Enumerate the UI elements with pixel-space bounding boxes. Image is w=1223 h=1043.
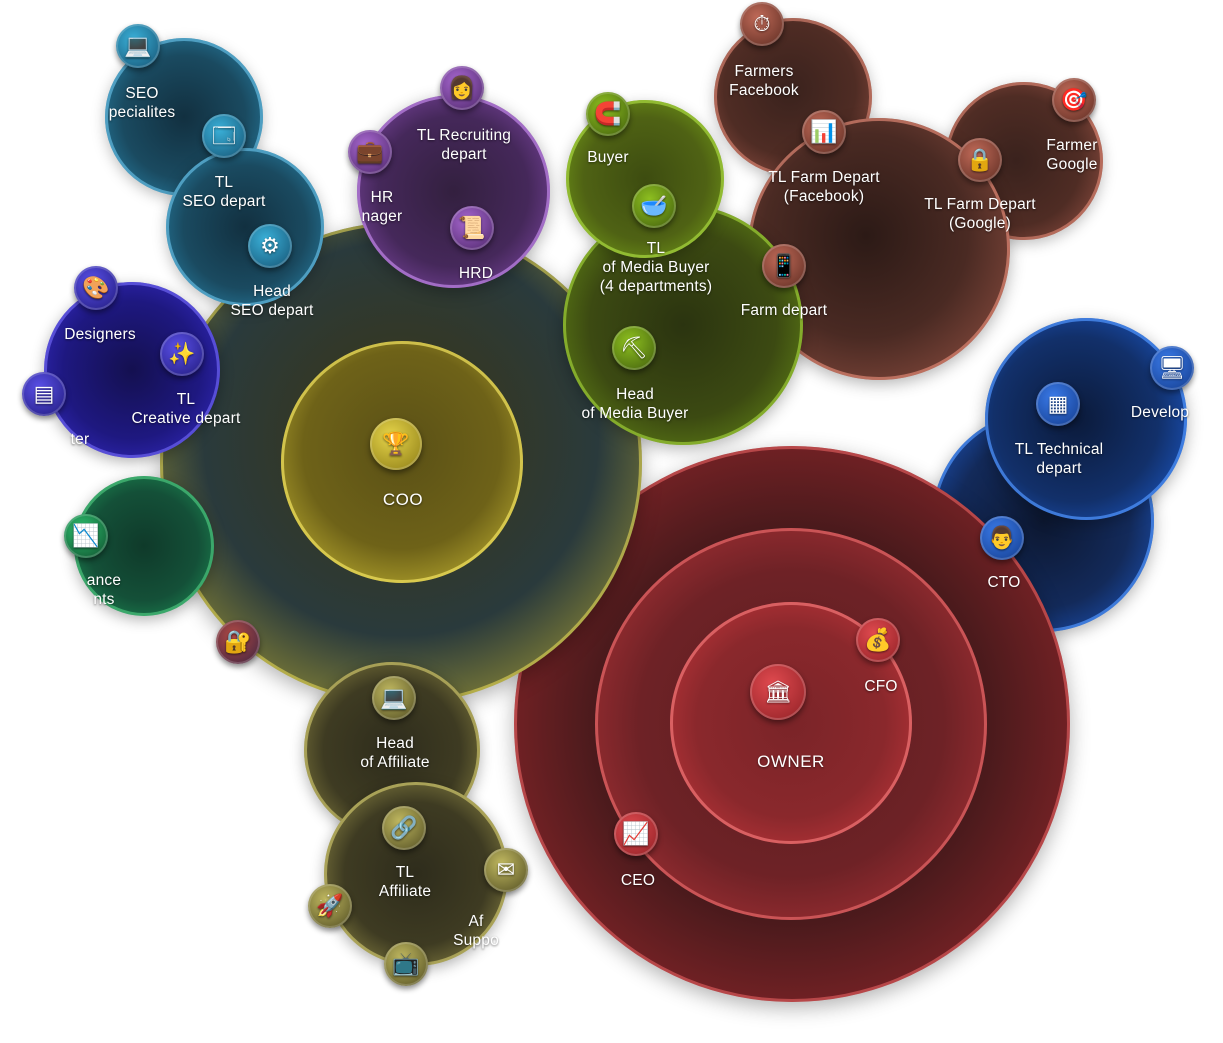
- layout-window-icon[interactable]: ▤: [22, 372, 66, 416]
- code-monitor-icon[interactable]: 💻: [116, 24, 160, 68]
- engineer-icon[interactable]: 👨: [980, 516, 1024, 560]
- video-monitor-icon[interactable]: 📺: [384, 942, 428, 986]
- monitor-code-icon[interactable]: 🖥: [1150, 346, 1194, 390]
- tl-technical-label: TL Technical depart: [1014, 441, 1104, 477]
- ceo-label: CEO: [620, 872, 656, 889]
- recruiter-icon[interactable]: 👩: [440, 66, 484, 110]
- finance-label: ance nts: [86, 572, 122, 608]
- coin-hand-icon[interactable]: 💰: [856, 618, 900, 662]
- coin-lock-icon[interactable]: 🔒: [958, 138, 1002, 182]
- farm-depart-label: Farm depart: [740, 302, 828, 319]
- hr-bubble: [357, 95, 550, 288]
- tl-farm-facebook-label: TL Farm Depart (Facebook): [768, 169, 880, 205]
- tl-affiliate-label: TL Affiliate: [378, 864, 432, 900]
- tl-recruiting-label: TL Recruiting depart: [416, 127, 512, 163]
- creative-cut-label: ter: [70, 431, 90, 448]
- design-laptop-icon[interactable]: 🎨: [74, 266, 118, 310]
- growth-chart-icon[interactable]: 📈: [614, 812, 658, 856]
- affiliate-support-label: Af Suppo: [453, 913, 499, 949]
- coin-bowl-icon[interactable]: 🥣: [632, 184, 676, 228]
- tl-media-buyer-label: TL of Media Buyer (4 departments): [599, 240, 713, 295]
- network-icon[interactable]: 🔗: [382, 806, 426, 850]
- pickaxe-icon[interactable]: ⛏: [612, 326, 656, 370]
- briefcase-icon[interactable]: 💼: [348, 130, 392, 174]
- owner-label: OWNER: [757, 752, 825, 771]
- tl-farm-google-label: TL Farm Depart (Google): [924, 196, 1036, 232]
- hrd-label: HRD: [458, 265, 494, 282]
- farmers-facebook-label: Farmers Facebook: [729, 63, 799, 99]
- seo-gear-icon[interactable]: ⚙: [248, 224, 292, 268]
- magic-wand-icon[interactable]: ✨: [160, 332, 204, 376]
- rocket-icon[interactable]: 🚀: [308, 884, 352, 928]
- hr-manager-label: HR nager: [361, 189, 403, 225]
- head-media-buyer-label: Head of Media Buyer: [581, 386, 689, 422]
- trophy-icon[interactable]: 🏆: [370, 418, 422, 470]
- head-affiliate-label: Head of Affiliate: [360, 735, 430, 771]
- server-code-icon[interactable]: ▦: [1036, 382, 1080, 426]
- tl-technical-bubble: [985, 318, 1187, 520]
- tl-creative-label: TL Creative depart: [131, 391, 241, 427]
- mail-icon[interactable]: ✉: [484, 848, 528, 892]
- padlock-icon[interactable]: 🔐: [216, 620, 260, 664]
- target-icon[interactable]: 🎯: [1052, 78, 1096, 122]
- farmers-google-label: Farmer Google: [1046, 137, 1098, 173]
- head-seo-bubble: [166, 148, 324, 306]
- cto-label: CTO: [987, 574, 1021, 591]
- head-seo-label: Head SEO depart: [230, 283, 314, 319]
- browser-window-icon[interactable]: 🗔: [202, 114, 246, 158]
- designers-label: Designers: [64, 326, 136, 343]
- candlestick-chart-icon[interactable]: 📉: [64, 514, 108, 558]
- presentation-icon[interactable]: 📊: [802, 110, 846, 154]
- magnet-icon[interactable]: 🧲: [586, 92, 630, 136]
- buyer-label: Buyer: [587, 149, 629, 166]
- certificate-icon[interactable]: 📜: [450, 206, 494, 250]
- cfo-label: CFO: [864, 678, 898, 695]
- coo-label: COO: [382, 490, 424, 509]
- bank-building-icon[interactable]: 🏛: [750, 664, 806, 720]
- developers-label: Develop: [1130, 404, 1190, 421]
- laptop-stats-icon[interactable]: 💻: [372, 676, 416, 720]
- seo-specialists-label: SEO pecialites: [108, 85, 176, 121]
- phone-coins-icon[interactable]: 📱: [762, 244, 806, 288]
- tl-seo-label: TL SEO depart: [182, 174, 266, 210]
- coin-stopwatch-icon[interactable]: ⏱: [740, 2, 784, 46]
